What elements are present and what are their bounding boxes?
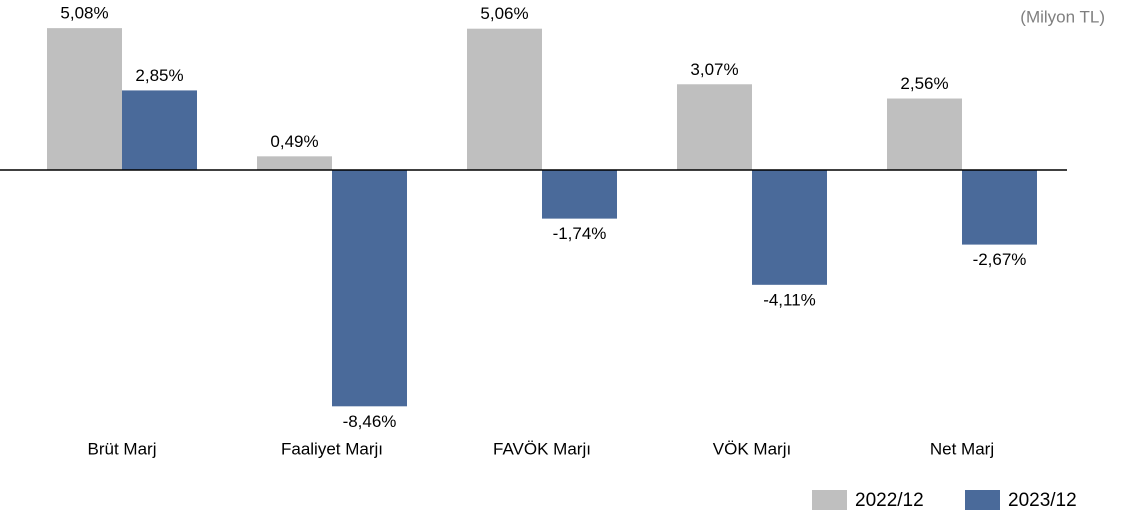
x-tick-label: Brüt Marj	[88, 439, 157, 458]
bar	[467, 28, 542, 171]
data-label: 2,56%	[900, 74, 948, 93]
bar	[332, 170, 407, 407]
legend-label: 2023/12	[1008, 490, 1077, 511]
data-label: -8,46%	[343, 412, 397, 431]
bar	[752, 170, 827, 285]
data-label: -2,67%	[973, 250, 1027, 269]
annotation: (Milyon TL)	[1020, 7, 1105, 26]
data-label: -4,11%	[763, 290, 816, 309]
data-label: -1,74%	[553, 224, 607, 243]
data-label: 5,08%	[60, 4, 108, 23]
data-label: 2,85%	[135, 66, 183, 85]
bar	[677, 84, 752, 171]
bar	[47, 28, 122, 171]
data-label: 3,07%	[690, 60, 738, 79]
bar	[257, 156, 332, 171]
bar	[962, 170, 1037, 245]
legend-swatch	[812, 490, 847, 510]
x-tick-label: Faaliyet Marjı	[281, 439, 383, 458]
x-tick-label: Net Marj	[930, 439, 994, 458]
bar	[887, 98, 962, 171]
x-tick-label: VÖK Marjı	[713, 439, 791, 458]
bar	[542, 170, 617, 219]
data-label: 5,06%	[480, 4, 528, 23]
legend-swatch	[965, 490, 1000, 510]
bar	[122, 90, 197, 171]
x-tick-label: FAVÖK Marjı	[493, 439, 591, 458]
data-label: 0,49%	[270, 132, 318, 151]
legend-label: 2022/12	[855, 490, 924, 511]
